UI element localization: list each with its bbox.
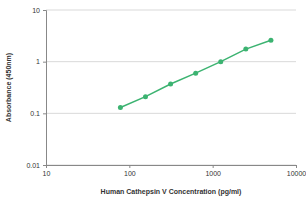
y-tick-mark [43,62,46,63]
y-axis: 0.01 0.1 1 10 [26,7,46,169]
line [120,40,271,107]
chart: 10 100 1000 10000 0.01 0.1 1 10 Human Cathepsin … [0,0,306,200]
y-tick-label: 1 [36,58,40,65]
point [143,94,148,99]
y-tick-mark [43,113,46,114]
point [218,59,223,64]
point [118,105,123,110]
x-tick: 10000 [287,165,306,177]
grid [46,10,296,165]
point [243,47,248,52]
y-axis-title: Absorbance (450nm) [5,53,13,122]
x-tick-mark [296,165,297,168]
y-tick-label: 10 [32,7,40,14]
x-tick: 10 [43,165,51,177]
y-tick-mark [43,165,46,166]
y-tick: 0.1 [30,110,46,117]
x-axis: 10 100 1000 10000 [43,165,306,177]
x-axis-title: Human Cathepsin V Concentration (pg/ml) [101,188,242,196]
y-axis-line [43,11,47,166]
grid-line [46,113,296,114]
x-tick-mark [213,165,214,168]
point [193,71,198,76]
y-tick-label: 0.1 [30,110,40,117]
y-tick: 10 [32,7,46,14]
y-tick: 0.01 [26,162,46,169]
x-axis-line [47,166,297,169]
x-tick-label: 100 [124,170,136,177]
y-tick-label: 0.01 [26,162,40,169]
series [118,38,274,110]
x-tick: 1000 [205,165,221,177]
y-tick-mark [43,10,46,11]
grid-line [46,61,296,62]
grid-line [46,10,296,11]
plot: 10 100 1000 10000 0.01 0.1 1 10 [26,7,306,177]
x-tick-label: 10 [43,170,51,177]
x-tick-label: 10000 [287,170,306,177]
point [168,81,173,86]
point [268,38,273,43]
x-tick-mark [129,165,130,168]
x-tick: 100 [124,165,136,177]
x-tick-label: 1000 [205,170,221,177]
y-tick: 1 [36,58,46,65]
